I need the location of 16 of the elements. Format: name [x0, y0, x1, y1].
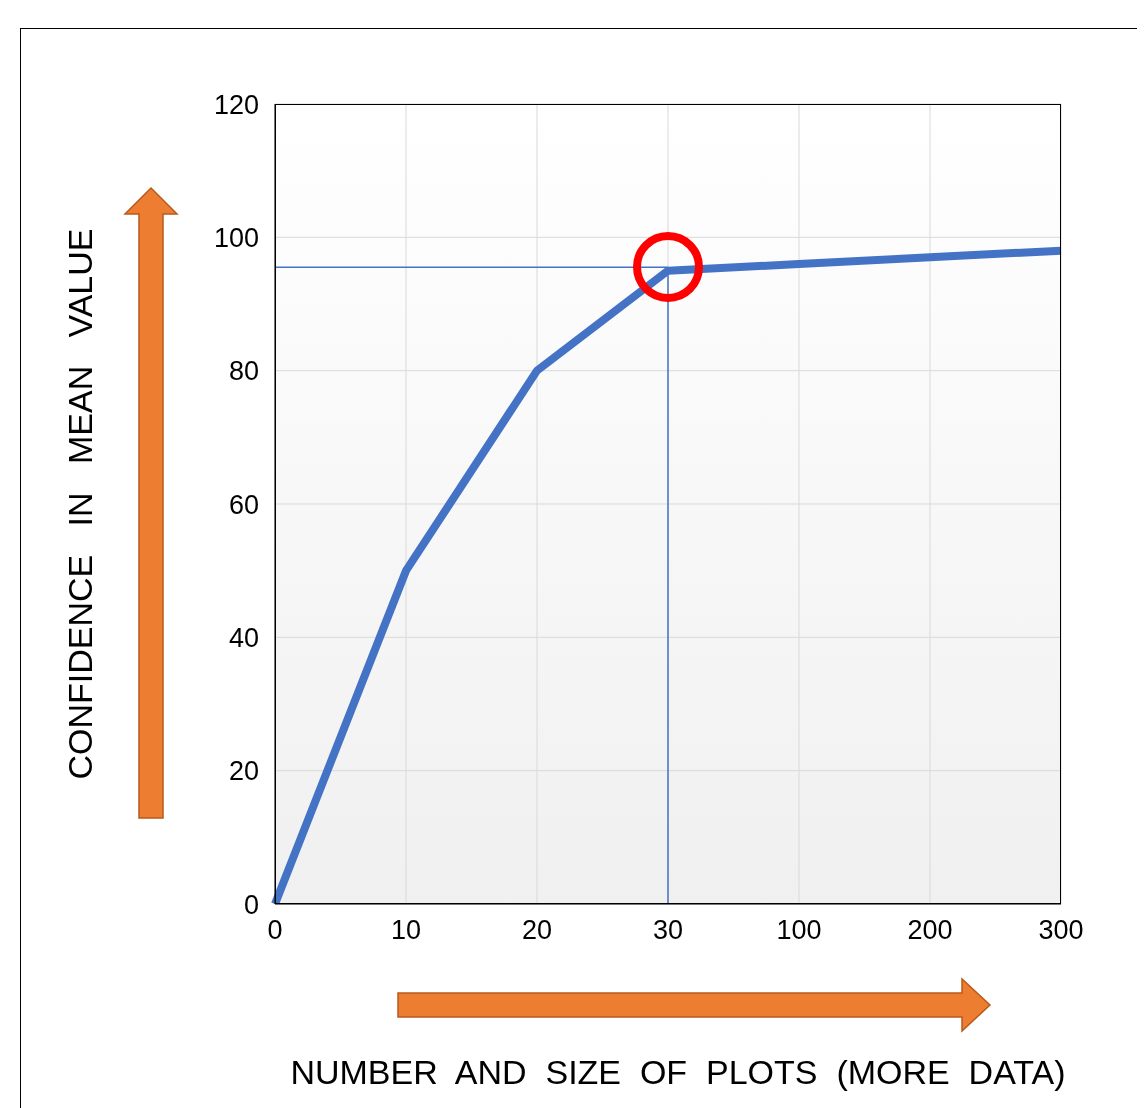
x-tick-label: 0	[267, 915, 283, 946]
x-axis-title: NUMBER AND SIZE OF PLOTS (MORE DATA)	[289, 1053, 1067, 1092]
y-tick-label: 20	[228, 756, 259, 787]
y-tick-label: 100	[213, 222, 259, 253]
x-tick-label: 30	[652, 915, 684, 946]
y-tick-label: 0	[243, 889, 259, 920]
x-tick-label: 200	[907, 915, 953, 946]
x-tick-label: 20	[521, 915, 553, 946]
y-tick-label: 120	[213, 89, 259, 120]
y-axis-title: CONFIDENCE IN MEAN VALUE	[60, 228, 100, 780]
x-tick-label: 300	[1038, 915, 1084, 946]
y-tick-label: 80	[228, 356, 259, 387]
x-tick-label: 10	[390, 915, 422, 946]
x-tick-label: 100	[776, 915, 822, 946]
y-tick-label: 60	[228, 489, 259, 520]
y-tick-label: 40	[228, 622, 259, 653]
